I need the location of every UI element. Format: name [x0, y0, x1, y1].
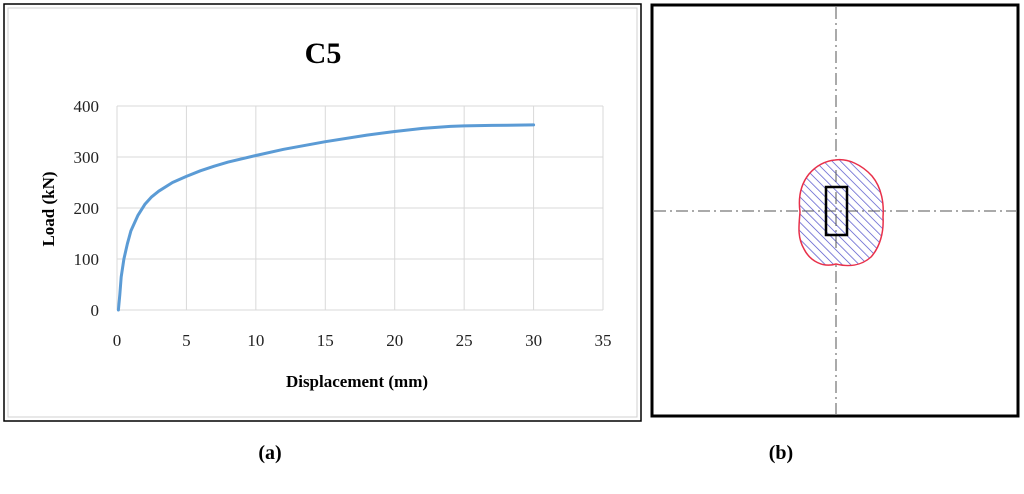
y-tick-label: 300 — [74, 148, 100, 167]
chart-inner-frame — [7, 7, 638, 418]
punching-failure-region — [798, 158, 884, 267]
column-outline — [824, 185, 849, 237]
y-tick-label: 100 — [74, 250, 100, 269]
chart-frame — [3, 3, 642, 422]
panel-a-label: (a) — [258, 442, 281, 464]
x-tick-label: 5 — [182, 331, 191, 350]
x-tick-label: 25 — [456, 331, 473, 350]
y-tick-label: 0 — [91, 301, 100, 320]
y-tick-label: 400 — [74, 97, 100, 116]
x-tick-label: 20 — [386, 331, 403, 350]
chart-title: C5 — [305, 37, 342, 70]
x-tick-label: 10 — [247, 331, 264, 350]
x-tick-label: 15 — [317, 331, 334, 350]
plot-area: 0 100 200 300 400 0 5 10 15 20 25 30 35 — [74, 97, 612, 350]
y-tick-label: 200 — [74, 199, 100, 218]
diagram-panel — [650, 3, 1020, 418]
x-tick-label: 35 — [595, 331, 612, 350]
x-tick-label: 30 — [525, 331, 542, 350]
y-axis-label: Load (kN) — [39, 171, 58, 246]
x-tick-label: 0 — [113, 331, 122, 350]
chart-panel: C5 0 100 200 300 400 0 5 10 15 20 25 30 35 Displacem… — [3, 3, 642, 422]
x-axis-label: Displacement (mm) — [286, 372, 428, 391]
panel-b-label: (b) — [769, 442, 793, 464]
series-line — [116, 123, 536, 312]
